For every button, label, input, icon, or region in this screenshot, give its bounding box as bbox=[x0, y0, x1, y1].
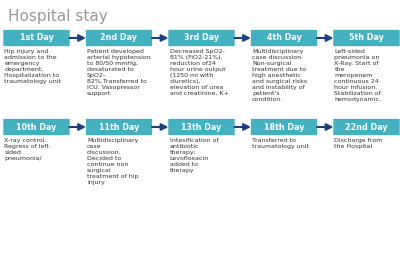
Text: 18th Day: 18th Day bbox=[264, 122, 304, 131]
Text: Decreased SpO2-
81% (FiO2-21%),
reduction of24
hour urine output
(1250 ml with
d: Decreased SpO2- 81% (FiO2-21%), reductio… bbox=[170, 49, 228, 96]
FancyBboxPatch shape bbox=[3, 29, 70, 47]
Text: Hip injury and
admission to the
emergency
department.
Hospitalization to
traumat: Hip injury and admission to the emergenc… bbox=[4, 49, 62, 84]
FancyBboxPatch shape bbox=[168, 29, 235, 47]
Text: 5th Day: 5th Day bbox=[349, 34, 384, 43]
Text: Left-sided
pneumonia on
X-Ray. Start of
the
meropenem
continuous 24
hour infusio: Left-sided pneumonia on X-Ray. Start of … bbox=[334, 49, 381, 102]
Text: Transferred to
traumatology unit: Transferred to traumatology unit bbox=[252, 138, 309, 149]
FancyBboxPatch shape bbox=[3, 118, 70, 136]
Text: Hospital stay: Hospital stay bbox=[8, 9, 108, 24]
Text: 10th Day: 10th Day bbox=[16, 122, 57, 131]
Text: 3rd Day: 3rd Day bbox=[184, 34, 219, 43]
Text: 13th Day: 13th Day bbox=[181, 122, 222, 131]
Text: X-ray control.
Regress of left
sided
pneumonia/: X-ray control. Regress of left sided pne… bbox=[4, 138, 49, 161]
FancyBboxPatch shape bbox=[250, 29, 318, 47]
Text: 11th Day: 11th Day bbox=[99, 122, 139, 131]
FancyBboxPatch shape bbox=[85, 29, 153, 47]
Text: Discharge from
the Hospital: Discharge from the Hospital bbox=[334, 138, 383, 149]
Text: Multidisciplinary
case
discussion.
Decided to
continue non
surgical
treatment of: Multidisciplinary case discussion. Decid… bbox=[87, 138, 138, 185]
Text: 2nd Day: 2nd Day bbox=[100, 34, 138, 43]
Text: Patient developed
arterial hypotension
to 80/50 mmHg,
desaturated to
SpO2-
82%.T: Patient developed arterial hypotension t… bbox=[87, 49, 151, 96]
FancyBboxPatch shape bbox=[333, 118, 400, 136]
Text: Multidisciplinary
case discussion.
Non-surgical
treatment due to
high anesthetic: Multidisciplinary case discussion. Non-s… bbox=[252, 49, 307, 102]
Text: 4th Day: 4th Day bbox=[266, 34, 302, 43]
Text: 1st Day: 1st Day bbox=[20, 34, 54, 43]
Text: Intesification of
antibiotic
therapy;
Levofloxacin
added to
therapy: Intesification of antibiotic therapy; Le… bbox=[170, 138, 218, 173]
FancyBboxPatch shape bbox=[333, 29, 400, 47]
FancyBboxPatch shape bbox=[250, 118, 318, 136]
FancyBboxPatch shape bbox=[168, 118, 235, 136]
FancyBboxPatch shape bbox=[85, 118, 153, 136]
Text: 22nd Day: 22nd Day bbox=[345, 122, 388, 131]
